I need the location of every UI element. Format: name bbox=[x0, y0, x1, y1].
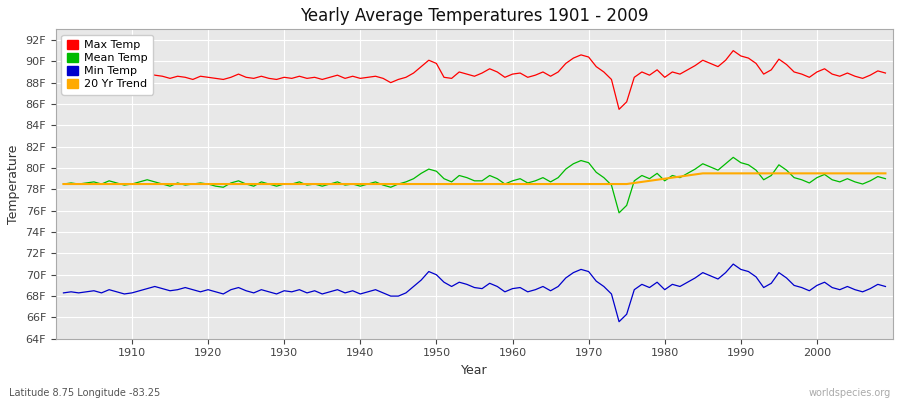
Text: Latitude 8.75 Longitude -83.25: Latitude 8.75 Longitude -83.25 bbox=[9, 388, 160, 398]
Legend: Max Temp, Mean Temp, Min Temp, 20 Yr Trend: Max Temp, Mean Temp, Min Temp, 20 Yr Tre… bbox=[61, 35, 153, 95]
Text: worldspecies.org: worldspecies.org bbox=[809, 388, 891, 398]
X-axis label: Year: Year bbox=[461, 364, 488, 377]
Title: Yearly Average Temperatures 1901 - 2009: Yearly Average Temperatures 1901 - 2009 bbox=[301, 7, 649, 25]
Y-axis label: Temperature: Temperature bbox=[7, 144, 20, 224]
